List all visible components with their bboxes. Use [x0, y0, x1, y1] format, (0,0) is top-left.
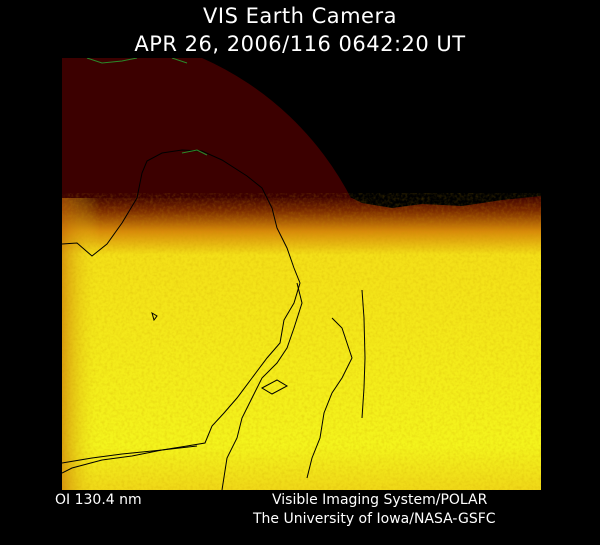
night-disk	[62, 58, 352, 208]
image-noise	[62, 193, 541, 490]
coastline-north	[86, 58, 208, 156]
image-timestamp: APR 26, 2006/116 0642:20 UT	[134, 32, 466, 56]
earth-camera-image	[62, 58, 541, 490]
instrument-label: Visible Imaging System/POLAR	[272, 492, 488, 508]
institution-label: The University of Iowa/NASA-GSFC	[253, 511, 496, 527]
image-title: VIS Earth Camera	[203, 4, 397, 28]
coastlines	[62, 149, 366, 490]
filter-wavelength-label: OI 130.4 nm	[55, 492, 142, 508]
